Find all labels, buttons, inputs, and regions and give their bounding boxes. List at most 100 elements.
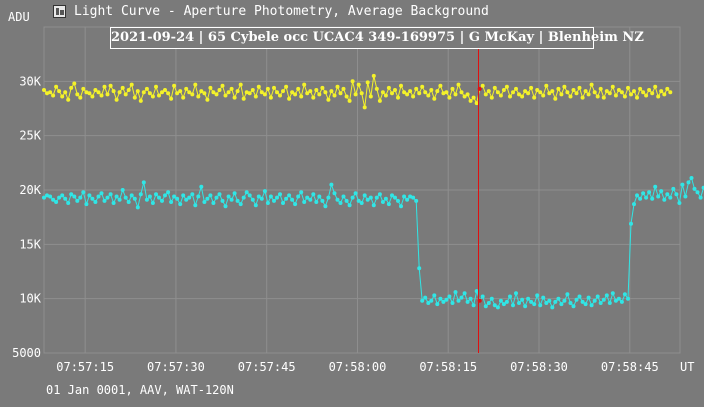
- target-data-point: [405, 197, 410, 202]
- comparison-data-point: [447, 95, 452, 100]
- comparison-data-point: [238, 82, 243, 87]
- target-data-point: [411, 195, 416, 200]
- target-data-point: [486, 301, 491, 305]
- target-data-point: [275, 195, 279, 200]
- target-data-point: [214, 195, 219, 200]
- target-data-point: [408, 194, 413, 199]
- comparison-data-point: [444, 90, 449, 95]
- target-data-point: [320, 198, 325, 203]
- comparison-data-point: [526, 91, 531, 96]
- target-data-point: [586, 295, 591, 300]
- y-tick-label: 15K: [19, 237, 41, 251]
- x-tick-label: 07:58:15: [419, 360, 477, 374]
- comparison-data-point: [501, 88, 506, 92]
- target-data-point: [680, 182, 685, 187]
- target-data-point: [638, 196, 643, 201]
- target-data-point: [99, 191, 104, 196]
- target-data-point: [323, 204, 328, 209]
- target-data-point: [526, 296, 531, 301]
- target-data-point: [429, 298, 434, 303]
- comparison-data-point: [63, 90, 68, 95]
- target-data-point: [150, 201, 155, 205]
- target-data-point: [632, 202, 636, 207]
- comparison-data-point: [456, 82, 461, 87]
- target-data-point: [592, 298, 597, 303]
- comparison-data-point: [511, 90, 515, 95]
- comparison-data-point: [347, 98, 352, 103]
- x-tick-label: 07:58:30: [510, 360, 568, 374]
- comparison-data-point: [571, 88, 576, 92]
- comparison-data-point: [598, 86, 603, 91]
- target-data-point: [217, 192, 222, 197]
- target-data-point: [172, 194, 177, 199]
- target-data-point: [556, 296, 561, 301]
- target-data-point: [78, 195, 83, 200]
- target-data-point: [423, 295, 428, 300]
- comparison-data-point: [396, 95, 400, 100]
- comparison-data-point: [275, 90, 279, 95]
- target-data-point: [459, 295, 464, 300]
- comparison-data-point: [259, 90, 264, 95]
- target-data-point: [102, 198, 107, 203]
- comparison-data-point: [483, 92, 488, 97]
- target-data-point: [278, 192, 282, 197]
- comparison-data-point: [402, 90, 407, 95]
- target-data-point: [157, 195, 161, 200]
- target-data-point: [483, 304, 488, 309]
- target-data-point: [604, 293, 609, 298]
- comparison-data-point: [420, 84, 425, 89]
- comparison-data-point: [492, 85, 497, 90]
- target-data-point: [235, 198, 240, 203]
- comparison-data-point: [616, 88, 621, 92]
- comparison-data-point: [262, 92, 267, 97]
- comparison-data-point: [393, 88, 397, 92]
- comparison-data-point: [341, 86, 346, 91]
- target-data-point: [471, 303, 476, 308]
- comparison-data-point: [414, 86, 419, 91]
- window-title: Light Curve - Aperture Photometry, Avera…: [74, 4, 489, 19]
- target-data-point: [268, 194, 273, 199]
- comparison-data-point: [57, 89, 62, 94]
- target-data-point: [577, 294, 582, 299]
- comparison-data-point: [550, 89, 555, 94]
- comparison-data-point: [193, 82, 198, 87]
- target-data-point: [132, 196, 137, 201]
- comparison-data-point: [96, 90, 101, 95]
- comparison-data-point: [471, 95, 476, 100]
- target-data-point: [147, 194, 152, 199]
- target-data-point: [568, 301, 573, 305]
- comparison-data-point: [99, 93, 104, 98]
- x-axis-label: UT: [680, 360, 694, 374]
- comparison-data-point: [265, 86, 270, 91]
- comparison-data-point: [453, 92, 458, 97]
- target-data-point: [326, 195, 331, 200]
- x-tick-label: 07:58:00: [329, 360, 387, 374]
- target-data-point: [135, 205, 140, 210]
- target-data-point: [329, 182, 334, 187]
- target-data-point: [187, 195, 192, 200]
- target-data-point: [468, 296, 473, 301]
- target-data-point: [356, 198, 361, 203]
- comparison-data-point: [126, 88, 131, 92]
- target-data-point: [562, 298, 567, 303]
- target-data-point: [90, 196, 95, 201]
- target-data-point: [66, 201, 71, 205]
- comparison-data-point: [102, 84, 107, 89]
- comparison-data-point: [163, 88, 167, 92]
- target-data-point: [377, 192, 382, 197]
- comparison-data-point: [293, 92, 298, 97]
- target-data-point: [265, 201, 270, 205]
- comparison-data-point: [405, 92, 410, 97]
- target-data-point: [117, 197, 122, 202]
- target-data-point: [595, 294, 600, 299]
- comparison-data-point: [244, 90, 249, 95]
- target-data-point: [184, 197, 189, 202]
- light-curve-app-icon[interactable]: [53, 5, 66, 18]
- comparison-data-point: [314, 88, 319, 92]
- target-data-point: [241, 195, 246, 200]
- comparison-data-point: [135, 89, 140, 94]
- target-data-point: [368, 195, 373, 200]
- target-series-line: [43, 176, 704, 309]
- target-data-point: [462, 291, 467, 296]
